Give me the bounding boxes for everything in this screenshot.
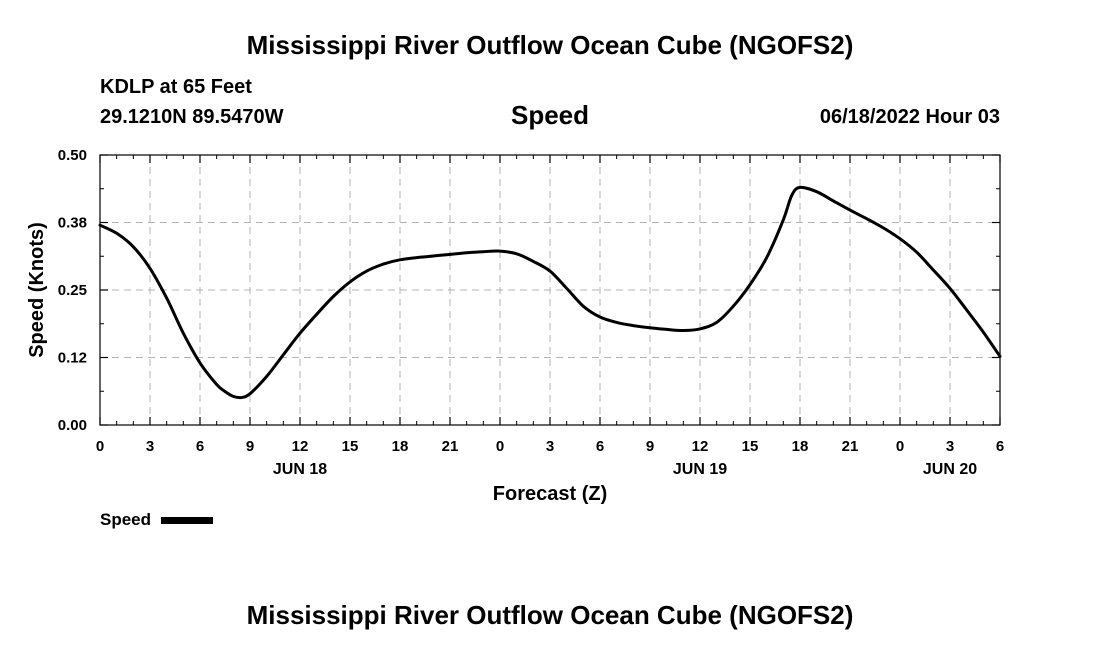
- axis-ticks: [99, 154, 1001, 426]
- x-tick-label: 21: [842, 438, 859, 455]
- y-tick-label: 0.38: [58, 215, 87, 232]
- plot-title: Speed: [510, 100, 590, 130]
- legend-label: Speed: [100, 510, 151, 529]
- legend: Speed: [100, 510, 213, 529]
- y-axis-label: Speed (Knots): [26, 222, 48, 358]
- x-tick-label: 15: [742, 438, 759, 455]
- y-tick-label: 0.25: [58, 282, 87, 299]
- x-tick-label: 3: [946, 438, 954, 455]
- x-tick-label: 15: [342, 438, 359, 455]
- speed-chart: 0 3 6 9 12 15 18 21 0 3 6 9 12 15 18 21 0 3 6 0.00 0.12 0.25 0…: [26, 147, 1004, 529]
- x-tick-label: 6: [596, 438, 604, 455]
- station-label: KDLP at 65 Feet: [100, 76, 252, 98]
- grid-lines: [100, 154, 1000, 425]
- datetime-label: 06/18/2022 Hour 03: [819, 106, 1000, 128]
- speed-series-line: [98, 185, 1002, 400]
- footer-title: Mississippi River Outflow Ocean Cube (NG…: [246, 600, 854, 630]
- x-tick-label: 12: [692, 438, 709, 455]
- y-tick-label: 0.00: [58, 417, 87, 434]
- x-tick-label: 9: [246, 438, 254, 455]
- plot-frame: [99, 154, 1001, 426]
- x-tick-label: 18: [392, 438, 409, 455]
- x-tick-label: 0: [496, 438, 504, 455]
- chart-title: Mississippi River Outflow Ocean Cube (NG…: [246, 30, 854, 60]
- x-tick-label: 9: [646, 438, 654, 455]
- x-tick-label: 21: [442, 438, 459, 455]
- date-label: JUN 20: [923, 461, 977, 478]
- x-axis-label: Forecast (Z): [493, 483, 607, 505]
- x-tick-label: 3: [546, 438, 554, 455]
- coordinates-label: 29.1210N 89.5470W: [100, 106, 284, 128]
- legend-swatch: [161, 517, 213, 524]
- x-tick-label: 6: [996, 438, 1004, 455]
- x-tick-label: 0: [96, 438, 104, 455]
- date-label: JUN 19: [673, 461, 727, 478]
- x-tick-label: 0: [896, 438, 904, 455]
- x-tick-label: 3: [146, 438, 154, 455]
- x-tick-label: 6: [196, 438, 204, 455]
- tick-labels: 0 3 6 9 12 15 18 21 0 3 6 9 12 15 18 21 0 3 6 0.00 0.12 0.25 0…: [58, 147, 1004, 478]
- date-label: JUN 18: [273, 461, 327, 478]
- x-tick-label: 18: [792, 438, 809, 455]
- y-tick-label: 0.50: [58, 147, 87, 164]
- y-tick-label: 0.12: [58, 350, 87, 367]
- x-tick-label: 12: [292, 438, 309, 455]
